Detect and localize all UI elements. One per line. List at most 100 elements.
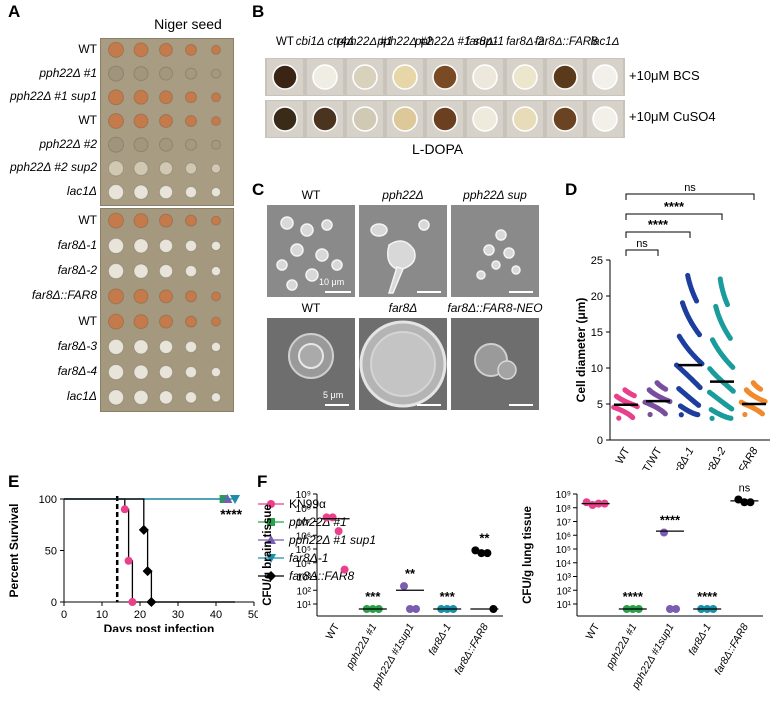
- colony-spot: [133, 238, 149, 254]
- colony-spot: [211, 316, 221, 327]
- colony-spot: [108, 212, 124, 229]
- micrograph-cells: [276, 216, 343, 291]
- panel-a-spots: [108, 41, 221, 406]
- micrograph-far8-bottom: far8Δ: [359, 301, 447, 410]
- significance-label: ns: [739, 483, 751, 495]
- panel-a-row-label: WT: [78, 113, 97, 127]
- legend-label: far8Δ::FAR8: [289, 569, 355, 583]
- survival-marker: [142, 566, 153, 577]
- scale-bar: [417, 404, 441, 406]
- panel-b-column-header: pph22Δ #2: [377, 36, 433, 48]
- colony-spot: [592, 64, 618, 90]
- colony-spot: [133, 339, 149, 355]
- colony-spot: [552, 64, 578, 90]
- x-tick-label: 40: [210, 609, 222, 621]
- data-point: [673, 362, 680, 368]
- colony-spot: [211, 187, 221, 198]
- colony-spot: [512, 64, 538, 90]
- legend-marker: [267, 517, 275, 526]
- micrograph-wt-top: WT 10 μm: [267, 188, 355, 297]
- data-point: [742, 411, 748, 418]
- y-tick-label: 10⁹: [296, 490, 311, 501]
- legend-swatch: [258, 534, 284, 544]
- colony-spot: [133, 263, 149, 279]
- survival-marker: [230, 495, 240, 504]
- panel-f-lung-chart: 10¹ 10² 10³ 10⁴ 10⁵ 10⁶ 10⁷ 10⁸ 10⁹ CFU/g lung ti…: [522, 483, 763, 692]
- survival-marker: [120, 505, 129, 514]
- colony-spot: [592, 106, 618, 132]
- colony-spot: [159, 264, 173, 279]
- colony-spot: [352, 64, 378, 90]
- micrograph-cells: [370, 219, 430, 294]
- data-point: [622, 387, 628, 393]
- survival-curve: [64, 498, 235, 603]
- colony-spot: [108, 136, 124, 153]
- scale-bar: [325, 291, 351, 293]
- x-tick-label: 0: [61, 609, 67, 621]
- colony-spot: [133, 184, 149, 200]
- legend-swatch: [258, 570, 284, 581]
- panel-a-row-label: far8Δ-3: [57, 338, 97, 353]
- panel-a-row-label: pph22Δ #1: [39, 65, 97, 80]
- panel-letter-b: B: [252, 2, 265, 21]
- x-tick-label: WT/WT: [636, 445, 665, 470]
- colony-spot: [159, 289, 173, 304]
- data-point: [717, 276, 723, 282]
- colony-spot: [185, 265, 197, 278]
- y-tick-label: 10¹: [557, 600, 572, 611]
- survival-marker: [124, 556, 133, 565]
- colony-spot: [108, 113, 124, 129]
- colony-spot: [133, 137, 149, 153]
- y-tick-label: 10⁷: [556, 518, 571, 529]
- y-tick-label: 10⁸: [556, 504, 571, 515]
- colony-spot: [159, 66, 173, 81]
- y-tick-label: 10³: [557, 573, 572, 584]
- colony-spot: [472, 106, 498, 132]
- y-tick-label: 10: [591, 363, 603, 375]
- y-tick-label: 10³: [297, 573, 312, 584]
- panel-a-row-label: pph22Δ #2 sup2: [9, 160, 97, 175]
- cfu-point: [471, 546, 480, 555]
- data-point: [677, 403, 684, 409]
- cfu-point: [328, 513, 337, 522]
- colony-spot: [185, 340, 197, 353]
- colony-spot: [352, 106, 378, 132]
- legend-marker: [266, 570, 276, 581]
- colony-spot: [211, 68, 221, 79]
- colony-spot: [211, 163, 221, 174]
- colony-spot: [159, 161, 173, 176]
- panel-b-column-header: pph22Δ #1: [337, 36, 393, 48]
- colony-spot: [392, 106, 418, 132]
- colony-spot: [185, 315, 197, 328]
- colony-spot: [133, 389, 149, 405]
- y-tick-label: 10⁶: [296, 531, 311, 542]
- panel-a-row-label: far8Δ-1: [57, 237, 97, 252]
- x-tick-label: far8Δ::FAR8: [452, 621, 491, 677]
- legend-item: pph22Δ #1 sup1: [258, 531, 376, 549]
- colony-spot: [185, 115, 197, 127]
- cfu-point: [666, 605, 674, 613]
- panel-e-chart: 0 10 20 30 40 50 0 50 100 Days post infection Perc…: [7, 494, 258, 632]
- colony-spot: [211, 291, 221, 302]
- cfu-point: [340, 565, 349, 574]
- colony-spot: [159, 185, 173, 200]
- colony-spot: [159, 339, 173, 354]
- panel-b-column-header: WT: [276, 36, 294, 48]
- x-tick-label: far8Δ-1: [686, 622, 714, 658]
- y-tick-label: 10⁴: [556, 559, 571, 570]
- micrograph-cells: [476, 229, 521, 280]
- legend-marker: [266, 553, 276, 563]
- cfu-point: [334, 527, 343, 536]
- colony-spot: [185, 214, 197, 227]
- colony-spot: [159, 365, 173, 380]
- micrograph-wt-bottom: WT 5 μm: [267, 301, 355, 410]
- colony-spot: [211, 240, 221, 251]
- legend-swatch: [258, 553, 284, 563]
- panel-a-row-label: pph22Δ #1 sup1: [9, 89, 97, 104]
- cfu-point: [477, 549, 486, 558]
- y-tick-label: 25: [591, 255, 603, 267]
- colony-spot: [133, 89, 149, 105]
- data-point: [707, 366, 713, 372]
- colony-spot: [159, 137, 173, 152]
- colony-spot: [108, 89, 124, 106]
